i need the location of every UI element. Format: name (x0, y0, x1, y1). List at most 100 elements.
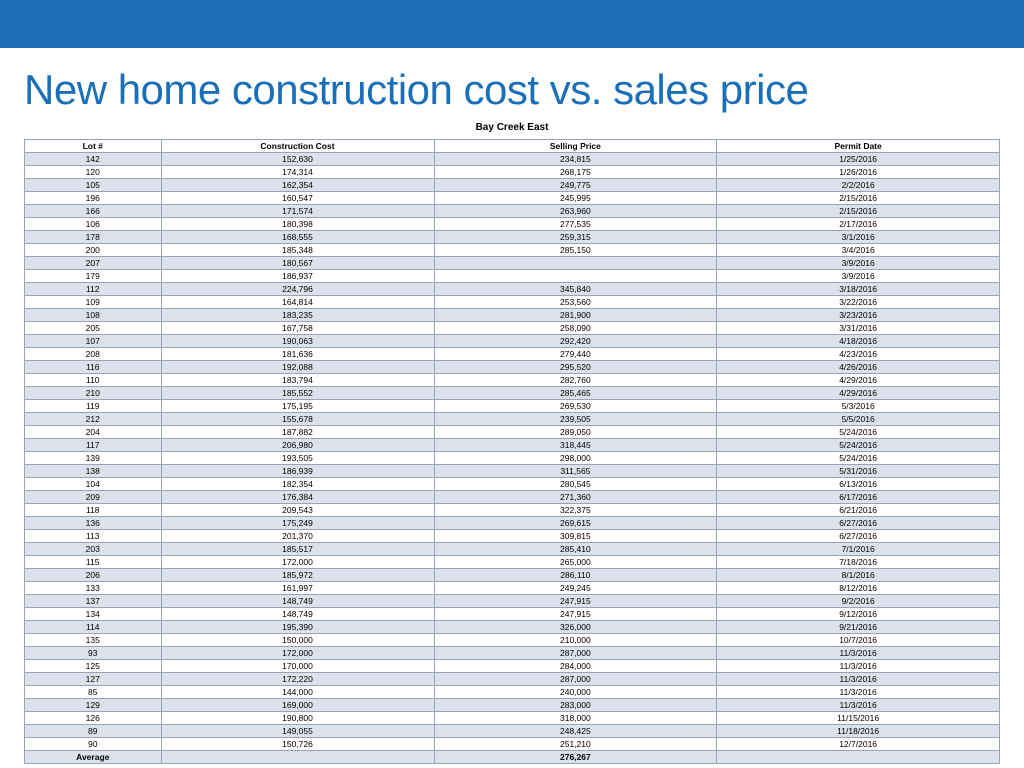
table-row: 117206,980318,4455/24/2016 (25, 439, 1000, 452)
table-cell: 258,090 (434, 322, 717, 335)
table-cell: 5/3/2016 (717, 400, 1000, 413)
table-cell: 5/5/2016 (717, 413, 1000, 426)
table-footer-row: Average276,267 (25, 751, 1000, 764)
table-cell: 187,882 (161, 426, 434, 439)
table-row: 204187,882289,0505/24/2016 (25, 426, 1000, 439)
table-cell: 182,354 (161, 478, 434, 491)
table-cell: 185,517 (161, 543, 434, 556)
table-body: 142152,630234,8151/25/2016120174,314268,… (25, 153, 1000, 764)
table-cell: 119 (25, 400, 162, 413)
table-cell: 144,000 (161, 686, 434, 699)
table-cell: 139 (25, 452, 162, 465)
table-cell: 287,000 (434, 647, 717, 660)
table-row: 166171,574263,9602/15/2016 (25, 205, 1000, 218)
table-cell: 3/22/2016 (717, 296, 1000, 309)
table-cell: 90 (25, 738, 162, 751)
table-cell: 247,915 (434, 608, 717, 621)
table-cell: 172,220 (161, 673, 434, 686)
table-cell: 148,749 (161, 608, 434, 621)
table-cell: 152,630 (161, 153, 434, 166)
table-cell: 287,000 (434, 673, 717, 686)
table-cell: 251,210 (434, 738, 717, 751)
table-cell: 110 (25, 374, 162, 387)
table-cell: 5/24/2016 (717, 439, 1000, 452)
table-cell: 183,794 (161, 374, 434, 387)
table-cell: 6/27/2016 (717, 530, 1000, 543)
table-footer-cell: Average (25, 751, 162, 764)
table-cell: 166 (25, 205, 162, 218)
table-cell: 247,915 (434, 595, 717, 608)
table-cell: 115 (25, 556, 162, 569)
table-cell: 108 (25, 309, 162, 322)
table-cell: 185,972 (161, 569, 434, 582)
table-cell: 2/2/2016 (717, 179, 1000, 192)
table-cell: 285,150 (434, 244, 717, 257)
table-cell: 283,000 (434, 699, 717, 712)
table-cell: 179 (25, 270, 162, 283)
table-cell: 5/24/2016 (717, 452, 1000, 465)
table-row: 89149,055248,42511/18/2016 (25, 725, 1000, 738)
col-header-cost: Construction Cost (161, 140, 434, 153)
table-cell: 284,000 (434, 660, 717, 673)
table-footer-cell (717, 751, 1000, 764)
table-cell: 248,425 (434, 725, 717, 738)
table-row: 115172,000265,0007/18/2016 (25, 556, 1000, 569)
table-row: 110183,794282,7604/29/2016 (25, 374, 1000, 387)
table-cell: 203 (25, 543, 162, 556)
table-cell: 181,636 (161, 348, 434, 361)
table-row: 116192,088295,5204/26/2016 (25, 361, 1000, 374)
table-cell: 285,410 (434, 543, 717, 556)
table-cell: 190,063 (161, 335, 434, 348)
table-cell: 311,565 (434, 465, 717, 478)
table-row: 127172,220287,00011/3/2016 (25, 673, 1000, 686)
table-cell: 9/2/2016 (717, 595, 1000, 608)
table-cell: 155,678 (161, 413, 434, 426)
table-row: 208181,636279,4404/23/2016 (25, 348, 1000, 361)
table-cell: 280,545 (434, 478, 717, 491)
table-cell: 192,088 (161, 361, 434, 374)
table-cell: 190,800 (161, 712, 434, 725)
table-cell: 162,354 (161, 179, 434, 192)
table-cell: 1/26/2016 (717, 166, 1000, 179)
table-row: 178168,555259,3153/1/2016 (25, 231, 1000, 244)
table-cell: 6/13/2016 (717, 478, 1000, 491)
table-cell: 265,000 (434, 556, 717, 569)
page-title: New home construction cost vs. sales pri… (24, 66, 1000, 114)
table-cell: 4/29/2016 (717, 374, 1000, 387)
table-cell: 176,384 (161, 491, 434, 504)
table-cell: 259,315 (434, 231, 717, 244)
col-header-date: Permit Date (717, 140, 1000, 153)
table-cell: 11/3/2016 (717, 660, 1000, 673)
table-row: 135150,000210,00010/7/2016 (25, 634, 1000, 647)
table-cell: 116 (25, 361, 162, 374)
table-cell: 85 (25, 686, 162, 699)
table-cell: 168,555 (161, 231, 434, 244)
table-cell: 161,997 (161, 582, 434, 595)
table-cell: 118 (25, 504, 162, 517)
table-row: 105162,354249,7752/2/2016 (25, 179, 1000, 192)
table-cell: 292,420 (434, 335, 717, 348)
table-cell: 3/18/2016 (717, 283, 1000, 296)
table-cell: 6/27/2016 (717, 517, 1000, 530)
table-row: 113201,370309,8156/27/2016 (25, 530, 1000, 543)
table-cell: 295,520 (434, 361, 717, 374)
header-bar (0, 0, 1024, 48)
table-cell: 174,314 (161, 166, 434, 179)
table-row: 107190,063292,4204/18/2016 (25, 335, 1000, 348)
table-cell: 9/21/2016 (717, 621, 1000, 634)
table-cell: 206,980 (161, 439, 434, 452)
table-cell: 224,796 (161, 283, 434, 296)
table-cell: 279,440 (434, 348, 717, 361)
table-cell: 318,445 (434, 439, 717, 452)
table-row: 179186,9373/9/2016 (25, 270, 1000, 283)
table-cell: 148,749 (161, 595, 434, 608)
table-cell: 268,175 (434, 166, 717, 179)
table-cell: 5/31/2016 (717, 465, 1000, 478)
table-cell: 207 (25, 257, 162, 270)
table-row: 212155,678239,5055/5/2016 (25, 413, 1000, 426)
table-cell: 3/1/2016 (717, 231, 1000, 244)
table-cell: 193,505 (161, 452, 434, 465)
table-cell: 117 (25, 439, 162, 452)
table-cell: 160,547 (161, 192, 434, 205)
table-cell: 271,360 (434, 491, 717, 504)
